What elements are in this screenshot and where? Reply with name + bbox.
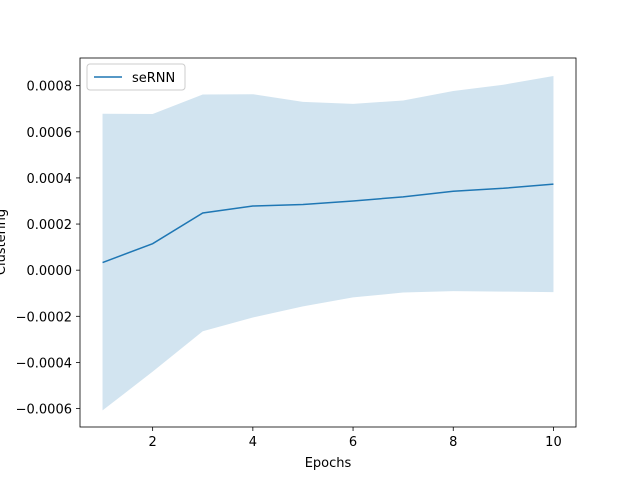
confidence-bands xyxy=(102,75,554,411)
y-tick-label: 0.0004 xyxy=(27,172,73,187)
legend-box xyxy=(86,63,186,91)
y-axis-label: Clustering xyxy=(0,209,9,275)
y-axis-ticks: −0.0006 −0.0004 −0.0002 0.0000 0.0002 0.0004 0… xyxy=(16,80,80,418)
x-tick-label: 2 xyxy=(149,435,157,450)
x-axis-label: Epochs xyxy=(305,456,352,471)
std-band-0 xyxy=(102,75,554,411)
y-tick-label: 0.0000 xyxy=(27,264,73,279)
y-tick-label: 0.0002 xyxy=(27,218,73,233)
x-tick-label: 10 xyxy=(545,435,562,450)
x-tick-label: 8 xyxy=(449,435,457,450)
y-tick-label: −0.0006 xyxy=(16,403,72,418)
plot-frame xyxy=(79,57,577,428)
x-tick-label: 4 xyxy=(249,435,257,450)
y-tick-label: 0.0008 xyxy=(27,80,73,95)
x-tick-label: 6 xyxy=(349,435,357,450)
y-tick-label: −0.0004 xyxy=(16,356,72,371)
series-lines xyxy=(102,183,554,264)
y-tick-label: −0.0002 xyxy=(16,310,72,325)
series-line-0 xyxy=(102,183,554,264)
x-axis-ticks: 2 4 6 8 10 xyxy=(149,427,562,450)
y-tick-label: 0.0006 xyxy=(27,126,73,141)
legend-label-serinn: seRNN xyxy=(132,71,175,86)
legend: seRNN xyxy=(86,63,186,91)
